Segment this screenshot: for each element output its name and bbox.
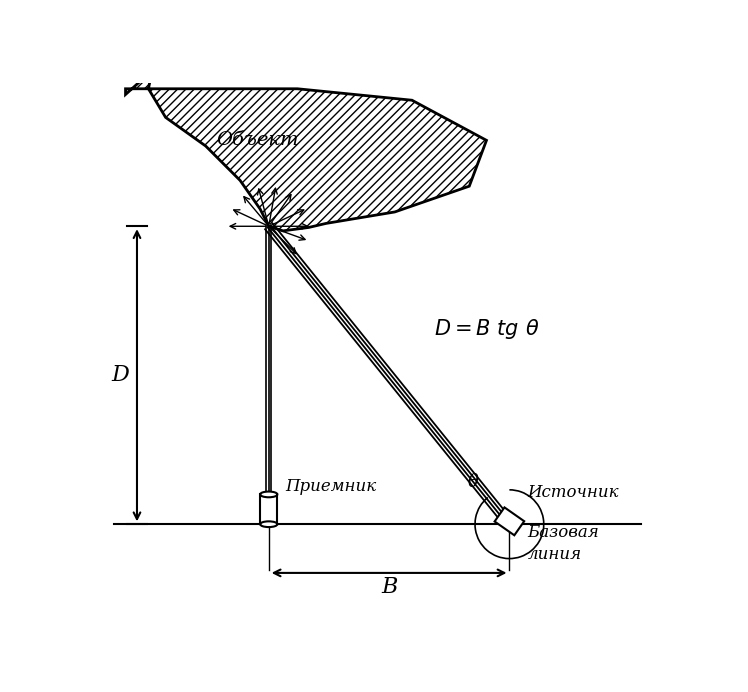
Text: θ: θ bbox=[468, 473, 479, 491]
Text: $D = B\ tg\ \theta$: $D = B\ tg\ \theta$ bbox=[434, 318, 539, 341]
Text: линия: линия bbox=[528, 546, 582, 563]
Text: Источник: Источник bbox=[528, 484, 619, 501]
Text: Базовая: Базовая bbox=[528, 525, 599, 541]
Ellipse shape bbox=[260, 491, 278, 498]
Text: B: B bbox=[381, 576, 397, 598]
Bar bbox=[260, 494, 278, 525]
Ellipse shape bbox=[260, 521, 278, 527]
Text: Объект: Объект bbox=[216, 131, 298, 149]
Bar bbox=[494, 507, 524, 536]
Text: D: D bbox=[111, 364, 129, 386]
Polygon shape bbox=[126, 43, 486, 231]
Text: Приемник: Приемник bbox=[285, 478, 376, 495]
